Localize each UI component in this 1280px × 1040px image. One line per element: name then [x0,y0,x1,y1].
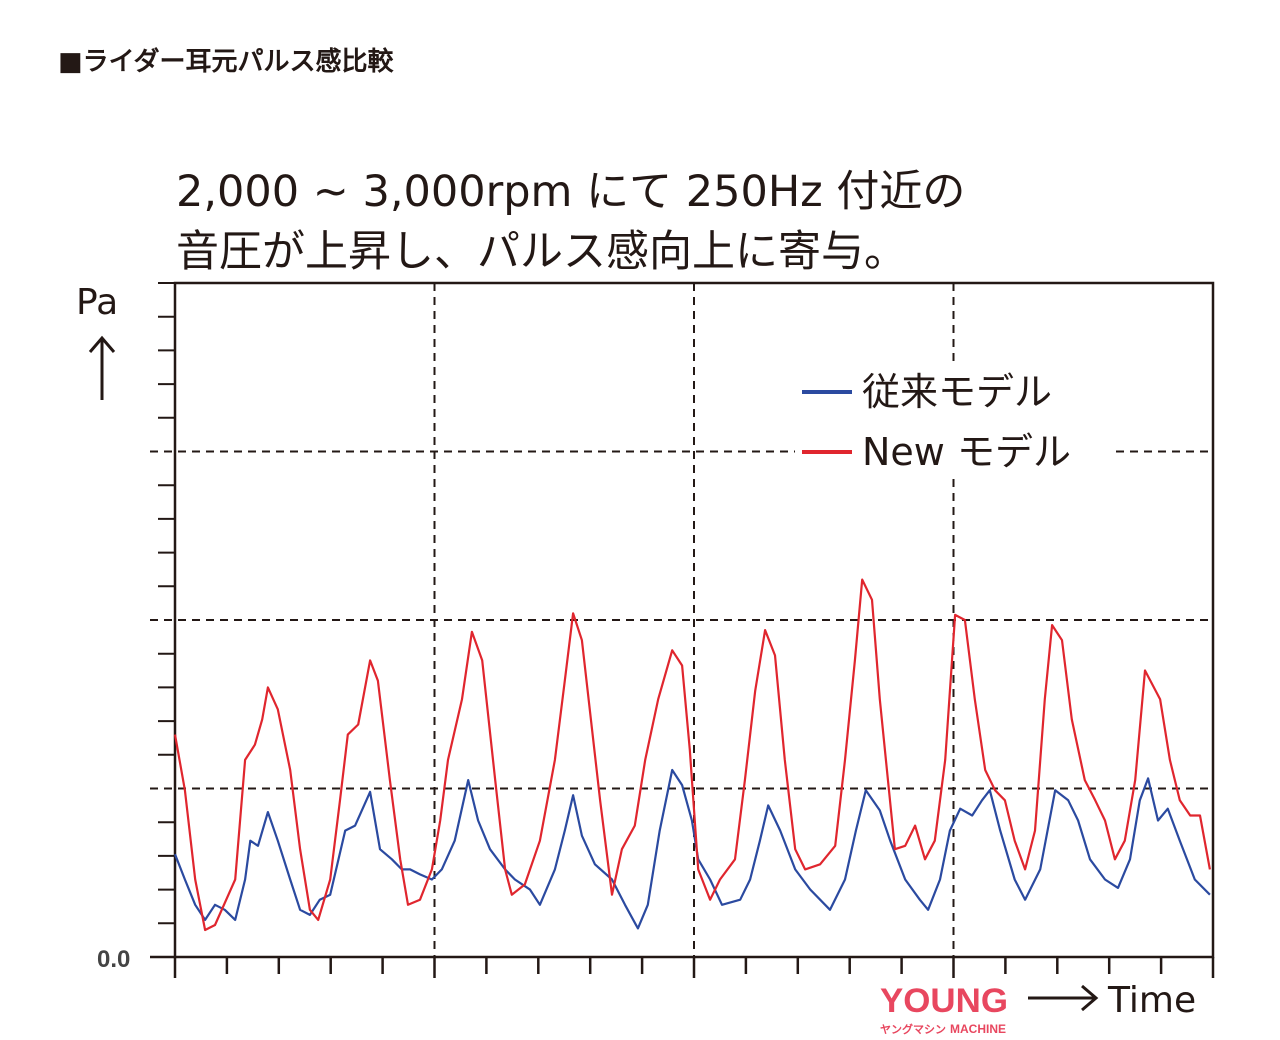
watermark-main: YOUNG [880,982,1008,1020]
y-axis-label: Pa [76,282,118,323]
header-title: ■ライダー耳元パルス感比較 [58,46,395,77]
plot-frame [173,281,1215,959]
chart-title-line-1: 2,000 ~ 3,000rpm にて 250Hz 付近の [176,167,965,217]
watermark-kana: ヤングマシン [880,1022,946,1036]
legend-label-1: New モデル [862,430,1071,474]
y-tick-label-0: 0.0 [97,946,130,973]
series-line-0 [173,768,1211,930]
series-group [173,578,1211,932]
watermark-sub: MACHINE [950,1022,1006,1036]
x-axis-label: Time [1107,980,1196,1021]
legend-label-0: 従来モデル [862,370,1052,414]
up-arrow-icon [88,335,116,400]
watermark-logo: YOUNG ヤングマシン MACHINE [880,982,1008,1036]
axis-ticks [150,282,1215,978]
chart-title-line-2: 音圧が上昇し、パルス感向上に寄与。 [176,227,907,277]
legend: 従来モデル New モデル [795,365,1115,475]
series-line-1 [173,578,1211,932]
legend-background [795,365,1115,475]
right-arrow-icon [1028,984,1099,1012]
